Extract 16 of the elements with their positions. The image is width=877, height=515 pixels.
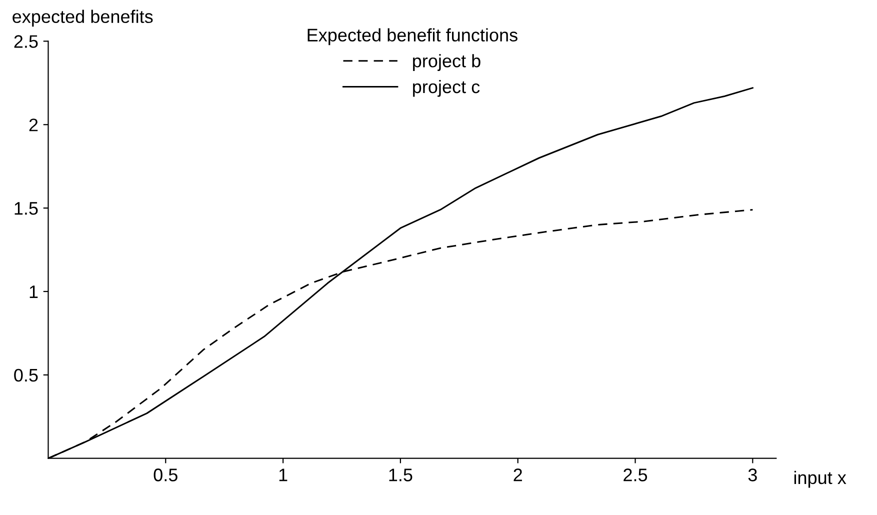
x-tick-label: 1 <box>279 468 288 482</box>
y-tick-label: 2 <box>29 118 38 132</box>
y-tick-label: 2.5 <box>14 35 38 48</box>
x-tick-label: 3 <box>748 468 757 482</box>
x-tick-label: 1.5 <box>389 468 412 482</box>
y-tick-label: 0.5 <box>14 368 38 382</box>
legend-label: project c <box>413 80 480 97</box>
x-tick-label: 2 <box>514 468 522 482</box>
legend-label: project b <box>413 54 480 71</box>
y-tick-label: 1 <box>30 286 38 298</box>
y-axis-title: expected benefits <box>12 10 153 27</box>
legend-title: Expected benefit functions <box>308 28 518 46</box>
x-tick-label: 0.5 <box>154 468 178 482</box>
x-tick-label: 2.5 <box>624 468 648 482</box>
y-tick-label: 1.5 <box>14 202 38 215</box>
x-axis-title: input x <box>794 470 846 488</box>
